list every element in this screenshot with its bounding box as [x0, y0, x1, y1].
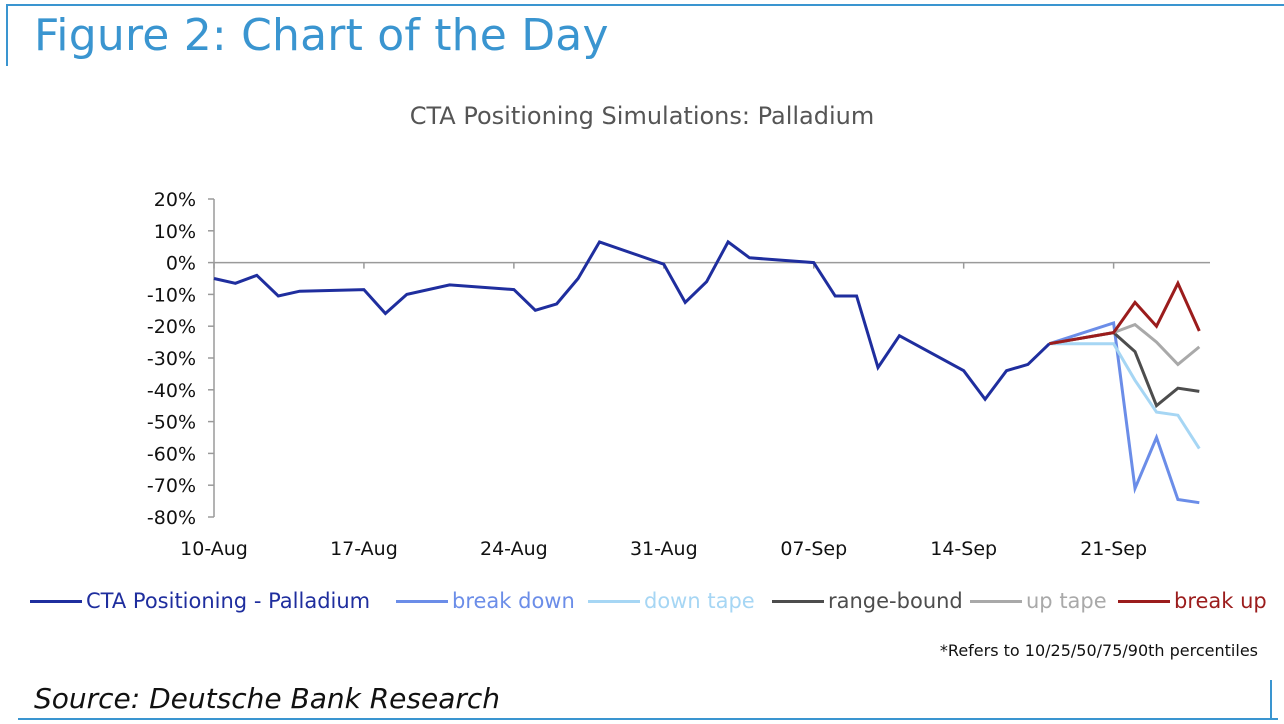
- y-tick-label: -30%: [147, 348, 196, 370]
- legend-swatch: [772, 599, 824, 603]
- x-tick-label: 31-Aug: [630, 538, 698, 560]
- legend-item: up tape: [970, 586, 1107, 616]
- x-tick-label: 21-Sep: [1080, 538, 1147, 560]
- legend-label: down tape: [644, 589, 755, 613]
- x-tick-label: 07-Sep: [780, 538, 847, 560]
- bottom-frame-rule: [18, 718, 1278, 720]
- legend-item: CTA Positioning - Palladium: [30, 586, 370, 616]
- source-note: Source: Deutsche Bank Research: [34, 682, 501, 715]
- figure-title: Figure 2: Chart of the Day: [34, 10, 609, 61]
- legend-swatch: [588, 599, 640, 603]
- chart-legend: CTA Positioning - Palladium break down dow…: [0, 586, 1284, 616]
- y-tick-label: -40%: [147, 380, 196, 402]
- legend-item: range-bound: [772, 586, 963, 616]
- chart-title: CTA Positioning Simulations: Palladium: [409, 102, 875, 130]
- y-tick-label: -60%: [147, 443, 196, 465]
- x-tick-label: 24-Aug: [480, 538, 548, 560]
- legend-swatch: [396, 599, 448, 603]
- y-tick-label: -70%: [147, 475, 196, 497]
- legend-item: break down: [396, 586, 575, 616]
- series-line-down-tape: [1049, 342, 1201, 450]
- legend-label: break up: [1174, 589, 1267, 613]
- x-tick-label: 10-Aug: [180, 538, 248, 560]
- y-tick-label: -50%: [147, 412, 196, 434]
- footnote: *Refers to 10/25/50/75/90th percentiles: [939, 641, 1258, 660]
- legend-swatch: [30, 599, 82, 603]
- y-tick-label: -20%: [147, 316, 196, 338]
- right-frame-rule: [1270, 680, 1272, 720]
- legend-label: up tape: [1026, 589, 1107, 613]
- legend-swatch: [970, 599, 1022, 603]
- top-frame-rule: [6, 4, 1284, 6]
- y-tick-label: -80%: [147, 507, 196, 529]
- legend-label: CTA Positioning - Palladium: [86, 589, 371, 613]
- series-line-cta-positioning-palladium: [213, 239, 1051, 402]
- y-tick-label: 0%: [166, 253, 196, 275]
- left-frame-rule: [6, 4, 8, 66]
- legend-swatch: [1118, 599, 1170, 603]
- legend-item: down tape: [588, 586, 755, 616]
- x-tick-label: 14-Sep: [930, 538, 997, 560]
- series-line-break-down: [1048, 321, 1200, 505]
- series-line-break-up: [1049, 279, 1201, 346]
- legend-item: break up: [1118, 586, 1267, 616]
- y-tick-label: 10%: [154, 221, 196, 243]
- y-tick-label: -10%: [147, 284, 196, 306]
- legend-label: range-bound: [828, 589, 963, 613]
- y-tick-label: 20%: [154, 189, 196, 211]
- legend-label: break down: [452, 589, 575, 613]
- x-tick-label: 17-Aug: [330, 538, 398, 560]
